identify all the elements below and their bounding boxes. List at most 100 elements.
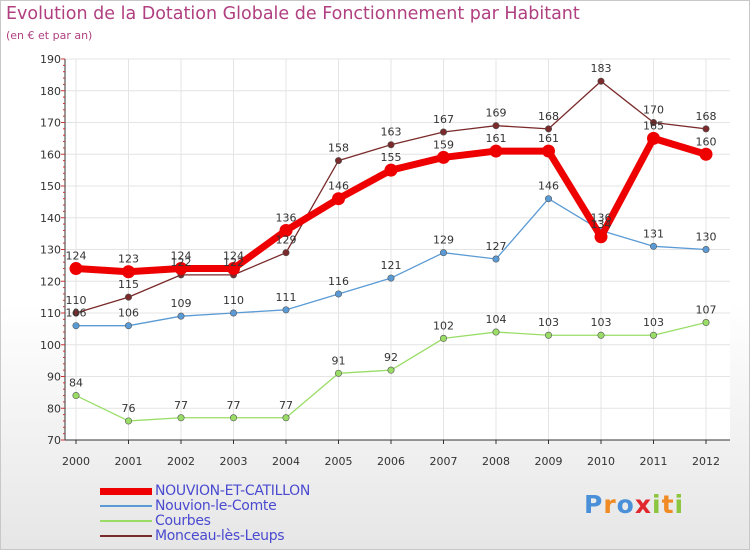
data-label: 124 [171,250,192,263]
data-point [492,122,500,130]
data-point [439,128,447,136]
data-label: 103 [591,316,612,329]
data-label: 159 [433,138,454,151]
data-label: 161 [486,132,507,145]
data-point [492,328,500,336]
logo-letter: t [661,490,675,519]
data-point [439,334,447,342]
data-point [334,290,342,298]
x-tick-label: 2000 [62,455,90,468]
y-tick-label: 180 [40,85,61,98]
data-label: 84 [69,377,83,390]
data-label: 76 [122,402,136,415]
data-point [279,223,293,237]
logo-letter: i [674,490,685,519]
data-label: 168 [696,110,717,123]
data-label: 134 [591,218,612,231]
data-label: 123 [118,253,139,266]
data-point [489,144,503,158]
data-label: 77 [227,399,241,412]
y-tick-label: 90 [47,371,61,384]
data-label: 116 [328,275,349,288]
data-point [597,77,605,85]
x-tick-label: 2011 [640,455,668,468]
y-tick-label: 130 [40,244,61,257]
y-tick-label: 140 [40,212,61,225]
data-label: 158 [328,142,349,155]
data-label: 115 [118,278,139,291]
y-tick-label: 100 [40,339,61,352]
data-label: 169 [486,107,507,120]
data-point [702,246,710,254]
data-point [699,147,713,161]
data-point [387,141,395,149]
data-label: 163 [381,126,402,139]
data-label: 121 [381,259,402,272]
data-label: 103 [538,316,559,329]
data-label: 161 [538,132,559,145]
data-label: 146 [538,180,559,193]
data-label: 106 [118,307,139,320]
data-point [597,331,605,339]
data-point [649,119,657,127]
data-point [230,309,238,317]
data-point [125,293,133,301]
legend-label: Courbes [155,513,211,529]
data-point [542,144,555,158]
data-point [282,249,290,257]
data-point [544,331,552,339]
data-point [72,392,80,400]
data-point [125,417,133,425]
x-tick-label: 2010 [587,455,615,468]
legend-label: Monceau-lès-Leups [155,528,285,544]
y-tick-label: 170 [40,117,61,130]
data-point [702,319,710,327]
data-point [125,322,133,330]
data-label: 170 [643,104,664,117]
data-label: 106 [66,307,87,320]
data-point [332,192,345,206]
data-point [282,306,290,314]
data-label: 165 [643,119,664,132]
y-tick-label: 190 [40,53,61,66]
legend-label: Nouvion-le-Comte [155,498,277,514]
x-tick-label: 2005 [325,455,353,468]
y-tick-label: 160 [40,148,61,161]
data-point [649,331,657,339]
legend-swatch [100,505,152,507]
data-label: 77 [174,399,188,412]
data-label: 111 [276,291,297,304]
data-point [439,249,447,257]
data-point [647,131,660,145]
data-label: 77 [279,399,293,412]
chart-subtitle: (en € et par an) [6,29,93,42]
data-point [69,262,83,276]
data-point [282,414,290,422]
y-tick-label: 80 [47,402,61,415]
data-label: 127 [486,240,507,253]
data-label: 130 [696,231,717,244]
data-point [72,309,80,317]
data-point [544,195,552,203]
legend-label: NOUVION-ET-CATILLON [155,483,310,499]
data-label: 92 [384,351,398,364]
legend-swatch [100,488,152,495]
logo-letter: i [652,490,662,519]
x-tick-label: 2003 [220,455,248,468]
data-label: 136 [591,211,612,224]
data-label: 102 [433,319,454,332]
data-point [230,414,238,422]
x-tick-label: 2008 [482,455,510,468]
y-tick-label: 150 [40,180,61,193]
data-point [334,369,342,377]
proxiti-logo: Proxiti [584,490,684,519]
x-tick-label: 2007 [430,455,458,468]
x-tick-label: 2012 [692,455,720,468]
data-point [334,157,342,165]
legend-swatch [100,520,152,522]
logo-letter: o [616,490,635,519]
legend-swatch [100,535,152,537]
data-point [384,163,398,177]
data-point [437,150,450,164]
